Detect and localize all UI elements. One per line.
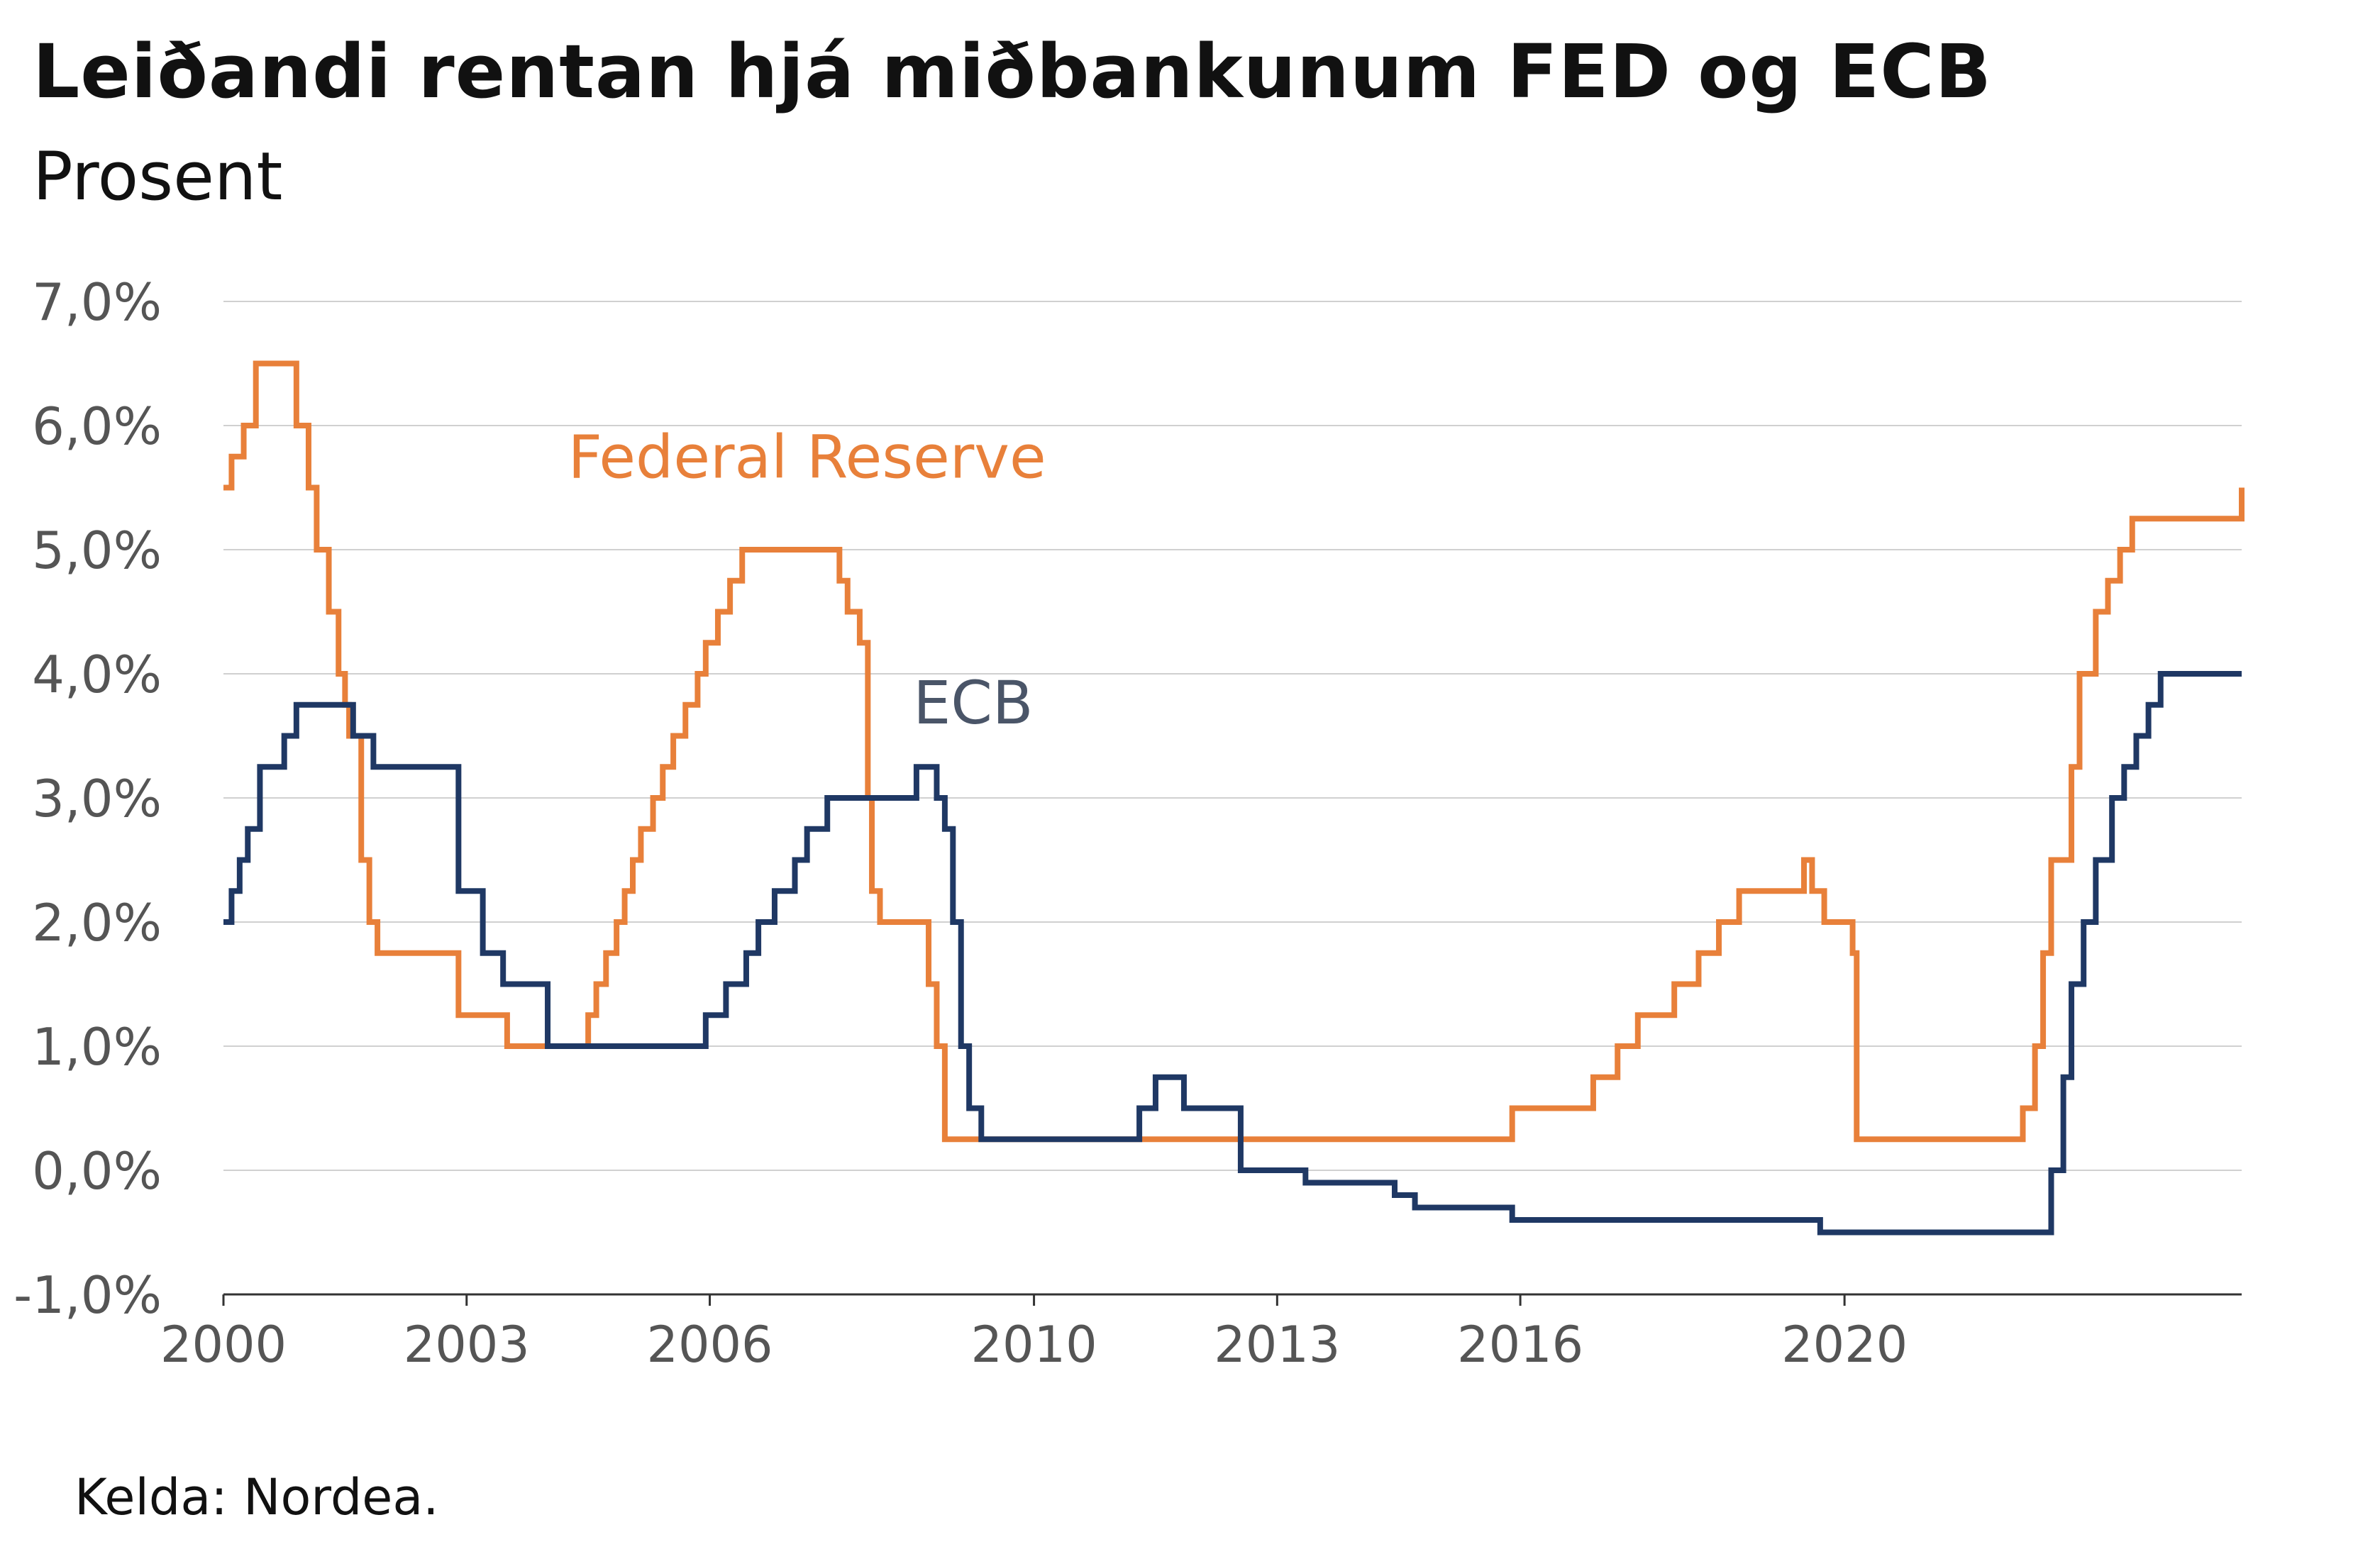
y-tick-label: 4,0% bbox=[32, 645, 162, 704]
x-tick-label: 2016 bbox=[1457, 1316, 1583, 1374]
chart-subtitle: Prosent bbox=[33, 138, 283, 216]
x-tick-label: 2006 bbox=[646, 1316, 773, 1374]
y-tick-label: 7,0% bbox=[32, 272, 162, 332]
series-line-ecb bbox=[223, 671, 2242, 1236]
y-tick-label: 0,0% bbox=[32, 1141, 162, 1201]
x-tick-label: 2010 bbox=[970, 1316, 1097, 1374]
source-note: Kelda: Nordea. bbox=[74, 1468, 439, 1526]
x-tick-label: 2003 bbox=[404, 1316, 530, 1374]
chart-title: Leiðandi rentan hjá miðbankunum FED og E… bbox=[33, 28, 1992, 115]
y-tick-label: -1,0% bbox=[13, 1265, 162, 1325]
y-tick-label: 1,0% bbox=[32, 1017, 162, 1077]
y-tick-label: 3,0% bbox=[32, 769, 162, 828]
series-label: Federal Reserve bbox=[568, 423, 1046, 492]
y-tick-label: 5,0% bbox=[32, 521, 162, 580]
series-line-federal-reserve bbox=[223, 360, 2245, 1143]
y-tick-label: 2,0% bbox=[32, 893, 162, 953]
x-tick-label: 2013 bbox=[1214, 1316, 1340, 1374]
x-tick-label: 2020 bbox=[1781, 1316, 1908, 1374]
y-tick-label: 6,0% bbox=[32, 396, 162, 456]
x-tick-label: 2000 bbox=[160, 1316, 287, 1374]
series-label: ECB bbox=[913, 668, 1033, 738]
